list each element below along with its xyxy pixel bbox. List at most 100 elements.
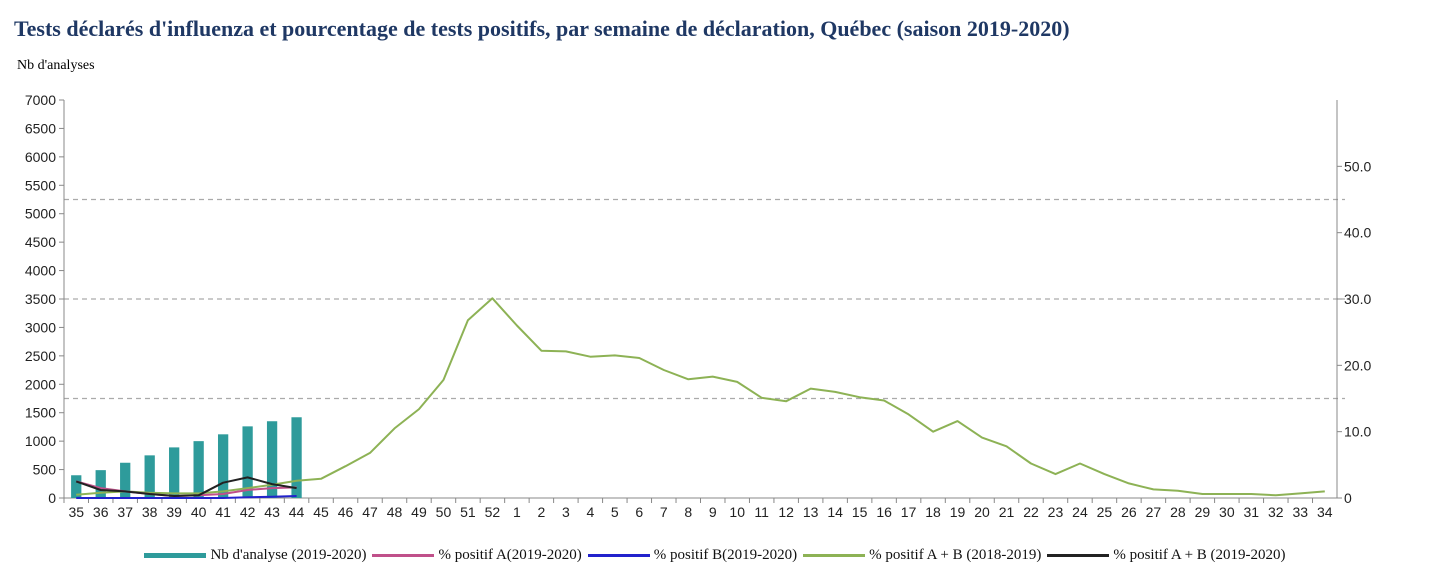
legend-item: % positif A + B (2018-2019) bbox=[803, 547, 1041, 564]
x-tick-label: 42 bbox=[240, 504, 256, 520]
x-tick-label: 18 bbox=[925, 504, 941, 520]
bar bbox=[193, 441, 204, 498]
x-tick-label: 23 bbox=[1048, 504, 1064, 520]
y2-tick-label: 40.0 bbox=[1344, 225, 1371, 241]
y-tick-label: 2500 bbox=[25, 348, 56, 364]
legend-swatch bbox=[587, 553, 650, 557]
bar bbox=[291, 417, 302, 498]
x-tick-label: 1 bbox=[513, 504, 521, 520]
legend-item: % positif A + B (2019-2020) bbox=[1047, 546, 1286, 564]
x-tick-label: 50 bbox=[436, 504, 452, 520]
series-line bbox=[76, 495, 297, 499]
legend-swatch bbox=[372, 553, 435, 557]
y2-tick-label: 20.0 bbox=[1344, 357, 1371, 373]
y-tick-label: 5000 bbox=[25, 206, 56, 222]
x-tick-label: 9 bbox=[709, 504, 717, 520]
x-tick-label: 33 bbox=[1292, 504, 1308, 520]
y-tick-label: 2000 bbox=[25, 376, 56, 392]
x-tick-label: 34 bbox=[1317, 504, 1333, 520]
legend-swatch bbox=[144, 552, 207, 558]
x-tick-label: 51 bbox=[460, 504, 476, 520]
y2-tick-label: 30.0 bbox=[1344, 291, 1371, 307]
y-tick-label: 500 bbox=[33, 462, 57, 478]
x-tick-label: 13 bbox=[803, 504, 819, 520]
x-tick-label: 35 bbox=[68, 504, 84, 520]
x-tick-label: 19 bbox=[950, 504, 966, 520]
x-tick-label: 11 bbox=[754, 504, 769, 520]
x-tick-label: 52 bbox=[485, 504, 501, 520]
legend-label: % positif A(2019-2020) bbox=[438, 546, 582, 563]
y-tick-label: 6000 bbox=[25, 149, 56, 165]
x-tick-label: 6 bbox=[635, 504, 643, 520]
x-tick-label: 38 bbox=[142, 504, 158, 520]
bar bbox=[144, 455, 155, 498]
x-tick-label: 44 bbox=[289, 504, 305, 520]
x-tick-label: 3 bbox=[562, 504, 570, 520]
x-tick-label: 2 bbox=[537, 504, 545, 520]
x-tick-label: 36 bbox=[93, 504, 109, 520]
legend-label: % positif A + B (2018-2019) bbox=[869, 546, 1042, 563]
y-tick-label: 0 bbox=[48, 490, 56, 506]
x-tick-label: 40 bbox=[191, 504, 207, 520]
x-tick-label: 27 bbox=[1146, 504, 1162, 520]
bar bbox=[242, 426, 253, 498]
x-tick-label: 15 bbox=[852, 504, 868, 520]
bar bbox=[169, 447, 180, 498]
series-line bbox=[76, 297, 1325, 497]
legend-swatch bbox=[1047, 553, 1110, 557]
x-tick-label: 22 bbox=[1023, 504, 1039, 520]
legend-item: % positif B(2019-2020) bbox=[587, 546, 798, 564]
y-tick-label: 4000 bbox=[25, 263, 56, 279]
bar bbox=[120, 462, 131, 498]
x-tick-label: 41 bbox=[215, 504, 231, 520]
legend-label: % positif B(2019-2020) bbox=[653, 546, 798, 563]
y-tick-label: 3000 bbox=[25, 319, 56, 335]
bar bbox=[217, 434, 229, 498]
bar bbox=[95, 470, 106, 498]
x-tick-label: 30 bbox=[1219, 504, 1235, 520]
x-tick-label: 46 bbox=[338, 504, 354, 520]
x-tick-label: 29 bbox=[1195, 504, 1211, 520]
x-tick-label: 5 bbox=[611, 504, 619, 520]
y-tick-label: 1500 bbox=[25, 405, 56, 421]
x-tick-label: 20 bbox=[974, 504, 990, 520]
y2-tick-label: 10.0 bbox=[1344, 424, 1371, 440]
x-tick-label: 25 bbox=[1097, 504, 1113, 520]
x-tick-label: 39 bbox=[166, 504, 182, 520]
x-tick-label: 28 bbox=[1170, 504, 1186, 520]
x-tick-label: 37 bbox=[117, 504, 133, 520]
x-tick-label: 7 bbox=[660, 504, 668, 520]
chart-legend: Nb d'analyse (2019-2020) % positif A(2019… bbox=[0, 540, 1436, 570]
y-axis-label: Nb d'analyses bbox=[17, 58, 95, 73]
bar bbox=[71, 475, 82, 498]
y2-tick-label: 50.0 bbox=[1344, 158, 1371, 174]
y-tick-label: 4500 bbox=[25, 234, 56, 250]
x-tick-label: 47 bbox=[362, 504, 378, 520]
legend-item: Nb d'analyse (2019-2020) bbox=[144, 547, 366, 564]
y2-tick-label: 0 bbox=[1344, 490, 1352, 506]
x-tick-label: 21 bbox=[999, 504, 1015, 520]
y-tick-label: 3500 bbox=[25, 291, 56, 307]
x-tick-label: 8 bbox=[684, 504, 692, 520]
legend-label: Nb d'analyse (2019-2020) bbox=[210, 546, 367, 563]
x-tick-label: 24 bbox=[1072, 504, 1088, 520]
bar bbox=[266, 421, 278, 498]
x-tick-label: 12 bbox=[778, 504, 794, 520]
legend-label: % positif A + B (2019-2020) bbox=[1113, 546, 1286, 563]
x-tick-label: 10 bbox=[729, 504, 745, 520]
legend-swatch bbox=[803, 553, 866, 557]
x-tick-label: 32 bbox=[1268, 504, 1284, 520]
legend-item: % positif A(2019-2020) bbox=[372, 546, 582, 564]
x-tick-label: 43 bbox=[264, 504, 280, 520]
x-tick-label: 49 bbox=[411, 504, 427, 520]
chart-title: Tests déclarés d'influenza et pourcentag… bbox=[14, 16, 1070, 41]
x-tick-label: 17 bbox=[901, 504, 917, 520]
x-tick-label: 4 bbox=[586, 504, 594, 520]
y-tick-label: 1000 bbox=[25, 433, 56, 449]
y-tick-label: 5500 bbox=[25, 177, 56, 193]
x-tick-label: 31 bbox=[1244, 504, 1260, 520]
x-tick-label: 14 bbox=[827, 504, 843, 520]
y-tick-label: 7000 bbox=[25, 92, 56, 108]
series-line bbox=[75, 476, 297, 497]
x-tick-label: 45 bbox=[313, 504, 329, 520]
